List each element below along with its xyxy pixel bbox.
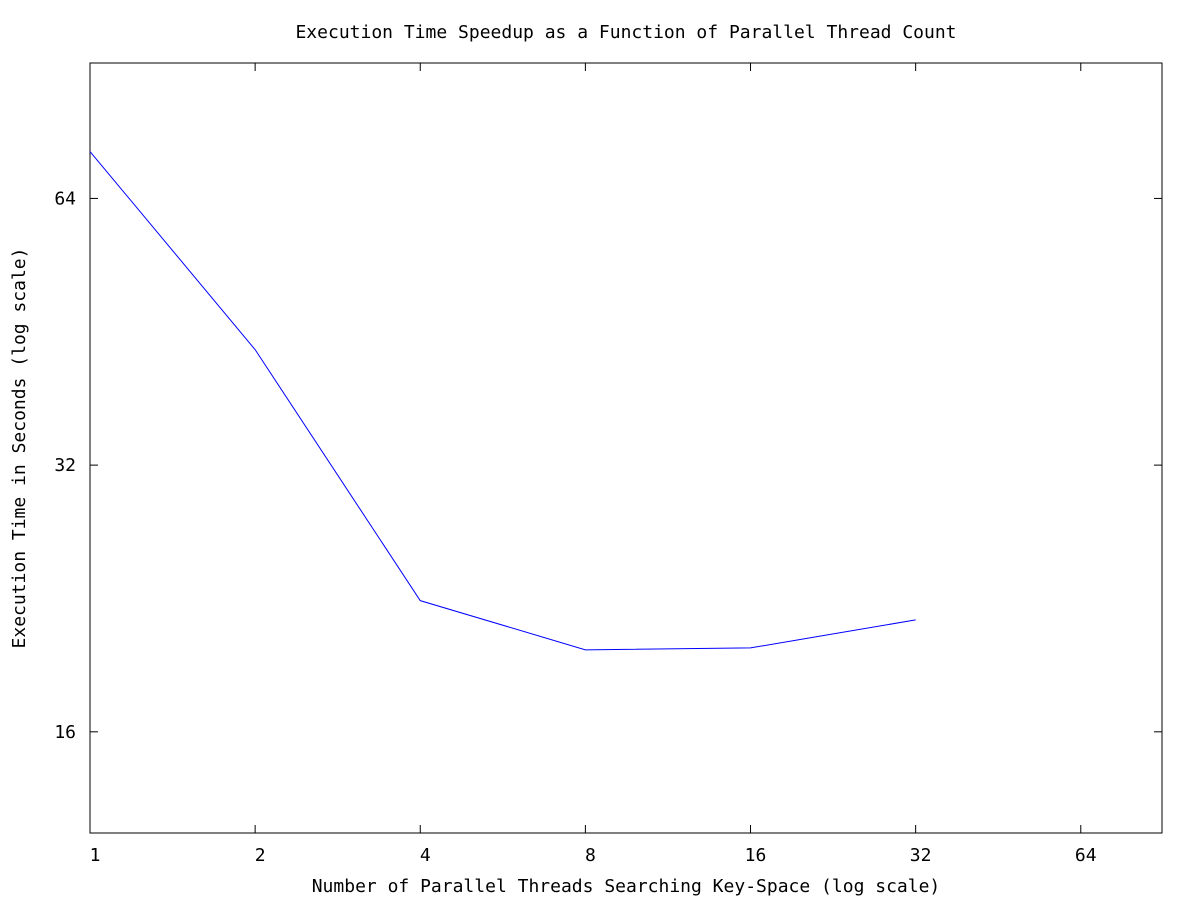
y-tick-label: 32 — [54, 455, 76, 476]
series-layer — [89, 151, 916, 651]
y-axis-ticks: 16 32 64 — [54, 188, 1162, 743]
x-tick-label: 2 — [255, 845, 266, 866]
y-tick-label: 64 — [54, 188, 76, 209]
x-tick-label: 32 — [910, 845, 932, 866]
chart-title: Execution Time Speedup as a Function of … — [295, 22, 956, 43]
x-axis-ticks: 1 2 4 8 16 32 64 — [89, 63, 1097, 866]
x-axis-label: Number of Parallel Threads Searching Key… — [312, 876, 941, 897]
y-axis-label: Execution Time in Seconds (log scale) — [9, 248, 30, 649]
series-line-0 — [89, 151, 916, 651]
x-tick-label: 64 — [1075, 845, 1097, 866]
x-tick-label: 16 — [745, 845, 767, 866]
plot-frame — [89, 62, 1163, 834]
x-tick-label: 1 — [90, 845, 101, 866]
y-tick-label: 16 — [54, 722, 76, 743]
x-tick-label: 8 — [585, 845, 596, 866]
x-tick-label: 4 — [420, 845, 431, 866]
